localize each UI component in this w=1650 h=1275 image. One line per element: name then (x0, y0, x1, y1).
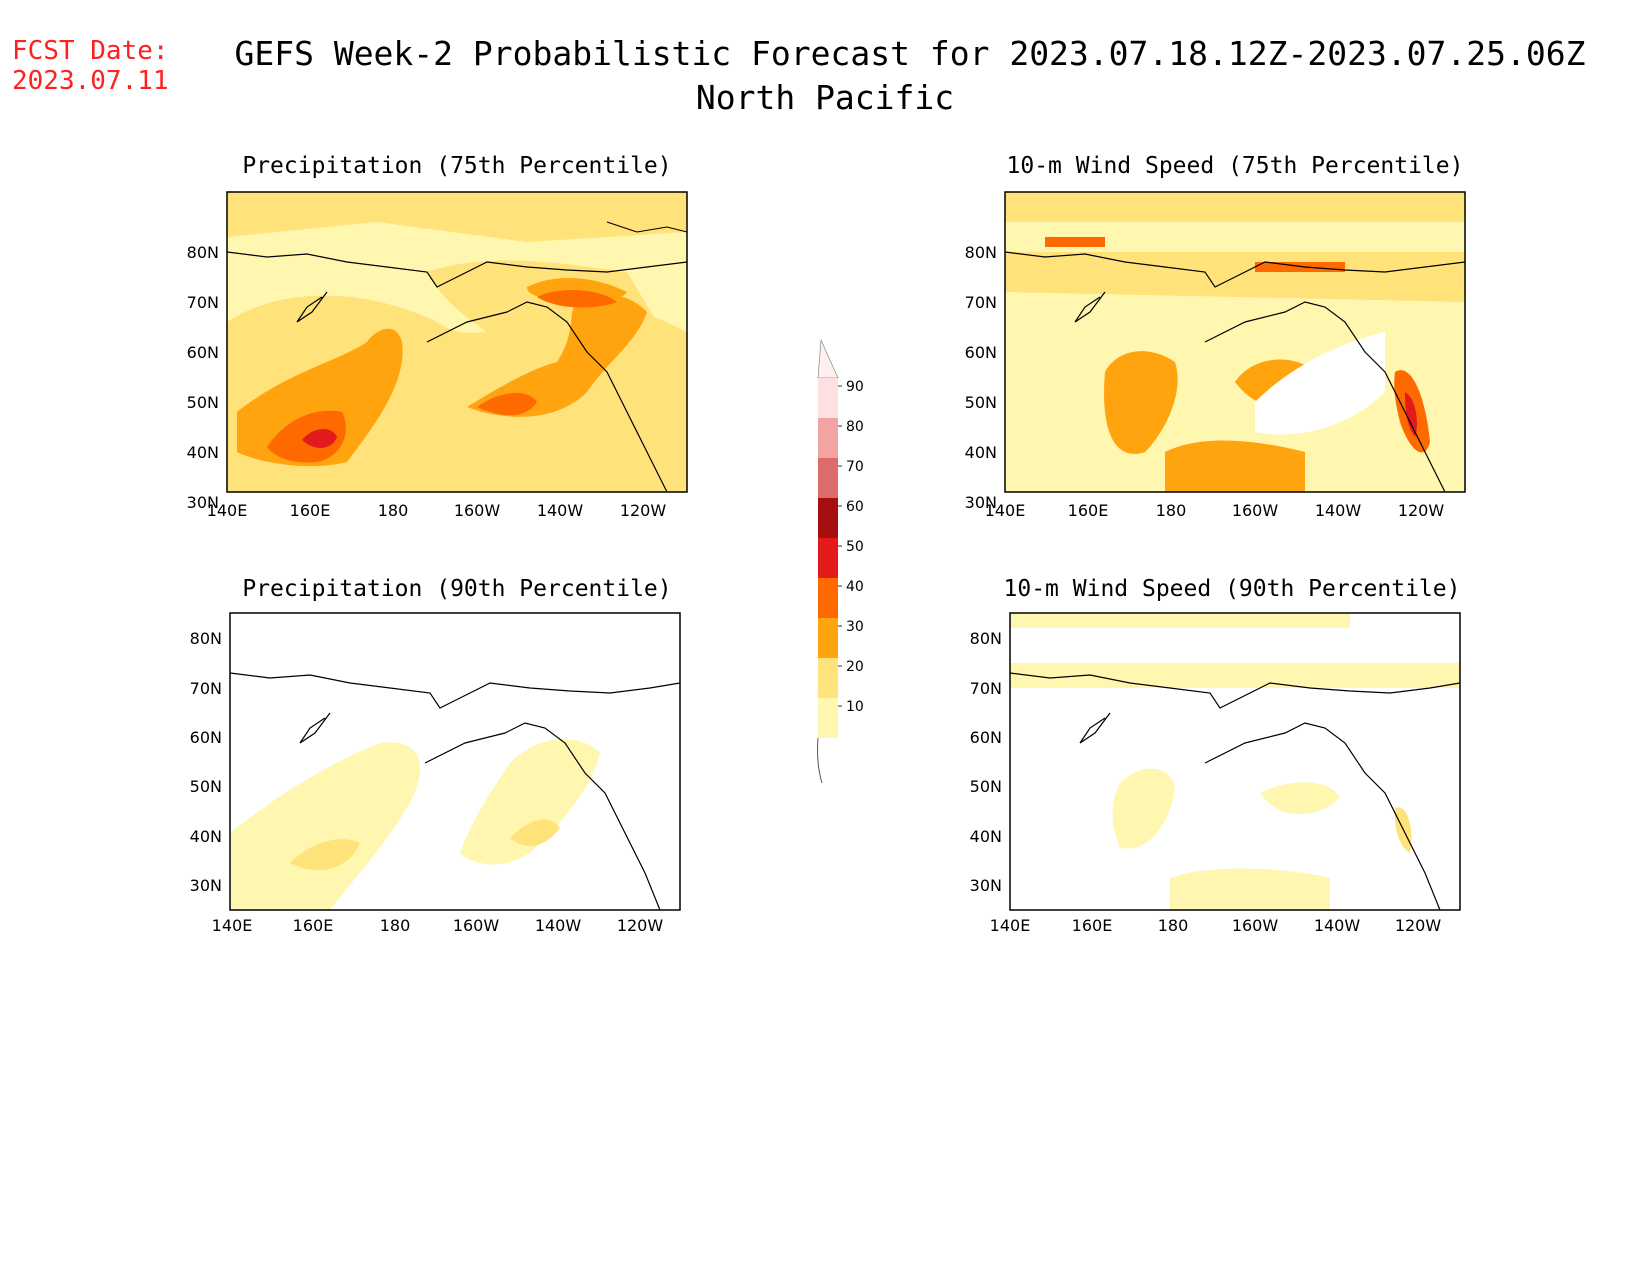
colorbar-label: 70 (846, 459, 864, 475)
colorbar-swatch (818, 698, 838, 738)
lon-tick-140e: 140E (207, 501, 248, 520)
lat-tick-70n: 70N (965, 293, 997, 312)
lon-tick-140e: 140E (212, 916, 253, 935)
lon-tick-120w: 120W (1398, 501, 1445, 520)
colorbar-swatch (818, 658, 838, 698)
lat-tick-60n: 60N (187, 343, 219, 362)
lat-tick-30n: 30N (970, 876, 1002, 895)
lon-tick-160e: 160E (1068, 501, 1109, 520)
lat-tick-30n: 30N (965, 493, 997, 512)
title-line-2: North Pacific (695, 78, 955, 117)
lon-tick-160e: 160E (293, 916, 334, 935)
lat-tick-40n: 40N (190, 827, 222, 846)
colorbar-bottom-cap (817, 737, 823, 784)
colorbar-label: 60 (846, 499, 864, 515)
lon-tick-140e: 140E (990, 916, 1031, 935)
colorbar-label: 80 (846, 419, 864, 435)
colorbar-swatch (818, 578, 838, 618)
panel-title: 10-m Wind Speed (75th Percentile) (1007, 153, 1464, 179)
colorbar-label: 10 (846, 699, 864, 715)
lon-tick-180: 180 (1158, 916, 1189, 935)
colorbar-top-cap (817, 339, 839, 379)
colorbar-label: 90 (846, 379, 864, 395)
lon-tick-160w: 160W (453, 916, 500, 935)
lon-tick-120w: 120W (617, 916, 664, 935)
lat-tick-70n: 70N (187, 293, 219, 312)
colorbar: 90 80 70 60 50 40 30 20 10 (817, 339, 864, 784)
colorbar-swatch (818, 538, 838, 578)
lon-tick-120w: 120W (1395, 916, 1442, 935)
lon-tick-160w: 160W (454, 501, 501, 520)
lat-tick-80n: 80N (970, 629, 1002, 648)
lat-tick-50n: 50N (187, 393, 219, 412)
lon-tick-140e: 140E (985, 501, 1026, 520)
colorbar-label: 50 (846, 539, 864, 555)
colorbar-swatch (818, 418, 838, 458)
panel-title: Precipitation (75th Percentile) (242, 153, 671, 179)
lon-tick-160e: 160E (1072, 916, 1113, 935)
lat-tick-60n: 60N (970, 728, 1002, 747)
lon-tick-140w: 140W (535, 916, 582, 935)
page-title: GEFS Week-2 Probabilistic Forecast for 2… (0, 32, 1650, 120)
colorbar-label: 40 (846, 579, 864, 595)
lat-tick-30n: 30N (190, 876, 222, 895)
lon-tick-180: 180 (378, 501, 409, 520)
lat-tick-40n: 40N (187, 443, 219, 462)
lon-tick-140w: 140W (1315, 501, 1362, 520)
lat-tick-50n: 50N (970, 777, 1002, 796)
lat-tick-30n: 30N (187, 493, 219, 512)
lat-tick-50n: 50N (965, 393, 997, 412)
panel-title: Precipitation (90th Percentile) (242, 576, 671, 602)
colorbar-swatch (818, 458, 838, 498)
lat-tick-40n: 40N (970, 827, 1002, 846)
lon-tick-140w: 140W (537, 501, 584, 520)
map-panel-wind-90: 10-m Wind Speed (90th Percentile) 80N 70… (970, 576, 1461, 935)
map-panel-wind-75: 10-m Wind Speed (75th Percentile) 80N 70… (965, 153, 1466, 520)
lon-tick-180: 180 (1156, 501, 1187, 520)
colorbar-label: 30 (846, 619, 864, 635)
fcst-label: FCST Date: (12, 36, 169, 66)
lon-tick-140w: 140W (1314, 916, 1361, 935)
title-line-1: GEFS Week-2 Probabilistic Forecast for 2… (234, 34, 1586, 73)
lat-tick-70n: 70N (190, 679, 222, 698)
lat-tick-60n: 60N (190, 728, 222, 747)
lat-tick-80n: 80N (190, 629, 222, 648)
lat-tick-70n: 70N (970, 679, 1002, 698)
lon-tick-160w: 160W (1232, 916, 1279, 935)
lat-tick-80n: 80N (187, 243, 219, 262)
colorbar-label: 20 (846, 659, 864, 675)
lat-tick-80n: 80N (965, 243, 997, 262)
colorbar-swatch (818, 618, 838, 658)
lon-tick-120w: 120W (620, 501, 667, 520)
lat-tick-60n: 60N (965, 343, 997, 362)
map-panel-precip-90: Precipitation (90th Percentile) 80N 70N … (190, 576, 681, 935)
colorbar-swatch (818, 498, 838, 538)
panel-title: 10-m Wind Speed (90th Percentile) (1004, 576, 1461, 602)
lat-tick-50n: 50N (190, 777, 222, 796)
fcst-date: 2023.07.11 (12, 66, 169, 96)
lon-tick-160e: 160E (290, 501, 331, 520)
colorbar-swatch (818, 378, 838, 418)
lon-tick-180: 180 (380, 916, 411, 935)
forecast-date-label: FCST Date: 2023.07.11 (12, 36, 169, 96)
lat-tick-40n: 40N (965, 443, 997, 462)
lon-tick-160w: 160W (1232, 501, 1279, 520)
map-panel-precip-75: Precipitation (75th Percentile) 80N 70N … (187, 153, 688, 520)
